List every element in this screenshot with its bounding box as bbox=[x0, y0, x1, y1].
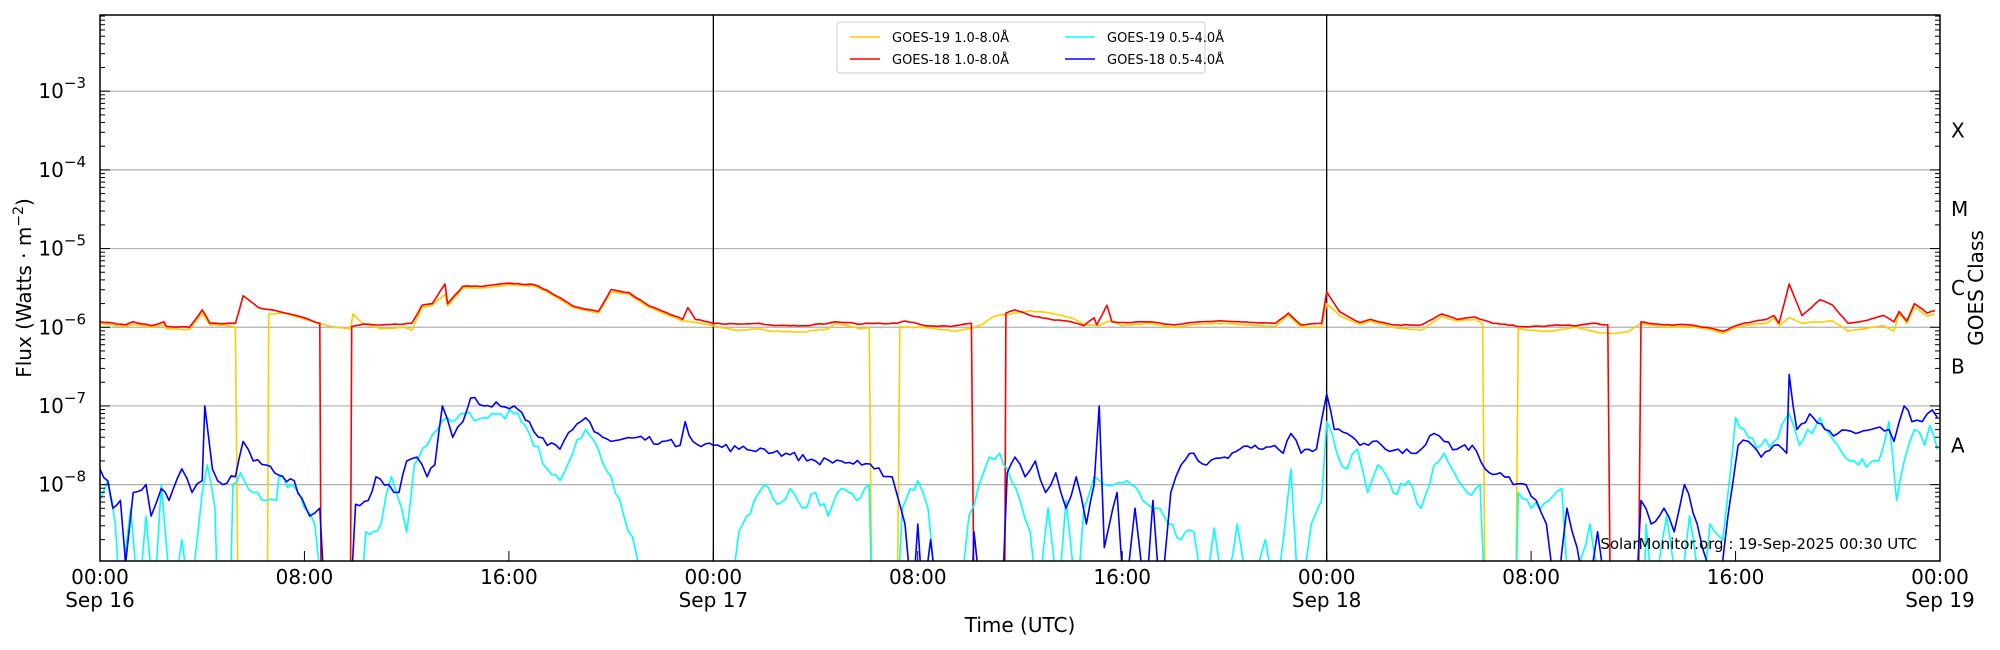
series-line-1 bbox=[100, 282, 1936, 561]
goes-class-label: C bbox=[1951, 276, 1965, 300]
x-tick-time: 08:00 bbox=[889, 565, 947, 589]
goes-class-label: A bbox=[1951, 433, 1965, 457]
y-axis-title: Flux (Watts · m−2) bbox=[11, 198, 36, 378]
series-line-3 bbox=[100, 373, 1939, 561]
legend-label: GOES-18 0.5-4.0Å bbox=[1107, 52, 1224, 68]
x-axis-title: Time (UTC) bbox=[964, 613, 1076, 637]
x-tick-time: 08:00 bbox=[276, 565, 334, 589]
legend-label: GOES-19 1.0-8.0Å bbox=[892, 30, 1009, 46]
goes-class-label: X bbox=[1951, 119, 1965, 143]
goes-class-label: B bbox=[1951, 355, 1965, 379]
goes-class-label: M bbox=[1951, 197, 1968, 221]
goes-class-axis: X M C B A bbox=[1951, 119, 1968, 458]
y-tick-label: 10−3 bbox=[38, 74, 86, 103]
x-tick-date: Sep 18 bbox=[1292, 588, 1362, 612]
legend-label: GOES-19 0.5-4.0Å bbox=[1107, 30, 1224, 46]
series-line-2 bbox=[100, 408, 1939, 561]
legend: GOES-19 1.0-8.0Å GOES-19 0.5-4.0Å GOES-18 … bbox=[836, 21, 1224, 74]
x-tick-date: Sep 19 bbox=[1905, 588, 1975, 612]
plot-area bbox=[100, 282, 1939, 561]
x-tick-date: Sep 17 bbox=[679, 588, 749, 612]
x-tick-time: 08:00 bbox=[1502, 565, 1560, 589]
x-tick-time: 00:00 bbox=[71, 565, 129, 589]
x-tick-time: 16:00 bbox=[1093, 565, 1151, 589]
y-tick-label: 10−6 bbox=[38, 310, 86, 339]
y-tick-label: 10−4 bbox=[38, 153, 86, 182]
x-tick-time: 00:00 bbox=[1911, 565, 1969, 589]
day-separator-lines bbox=[712, 15, 1328, 561]
legend-box bbox=[836, 21, 1206, 74]
y-tick-label: 10−8 bbox=[38, 468, 86, 497]
x-tick-time: 00:00 bbox=[685, 565, 743, 589]
x-tick-date: Sep 16 bbox=[65, 588, 135, 612]
legend-label: GOES-18 1.0-8.0Å bbox=[892, 52, 1009, 68]
y-axis-ticks: 10−3 10−4 10−5 10−6 10−7 10−8 bbox=[38, 15, 1940, 541]
x-tick-time: 00:00 bbox=[1298, 565, 1356, 589]
y-tick-label: 10−7 bbox=[38, 389, 86, 418]
x-tick-time: 16:00 bbox=[480, 565, 538, 589]
series-line-0 bbox=[100, 283, 1936, 561]
x-tick-time: 16:00 bbox=[1707, 565, 1765, 589]
axes-frame bbox=[99, 14, 1941, 562]
y-tick-label: 10−5 bbox=[38, 232, 86, 261]
horizontal-gridlines bbox=[100, 90, 1940, 486]
credit-text: SolarMonitor.org : 19-Sep-2025 00:30 UTC bbox=[1600, 535, 1917, 553]
right-axis-title: GOES Class bbox=[1964, 230, 1988, 346]
